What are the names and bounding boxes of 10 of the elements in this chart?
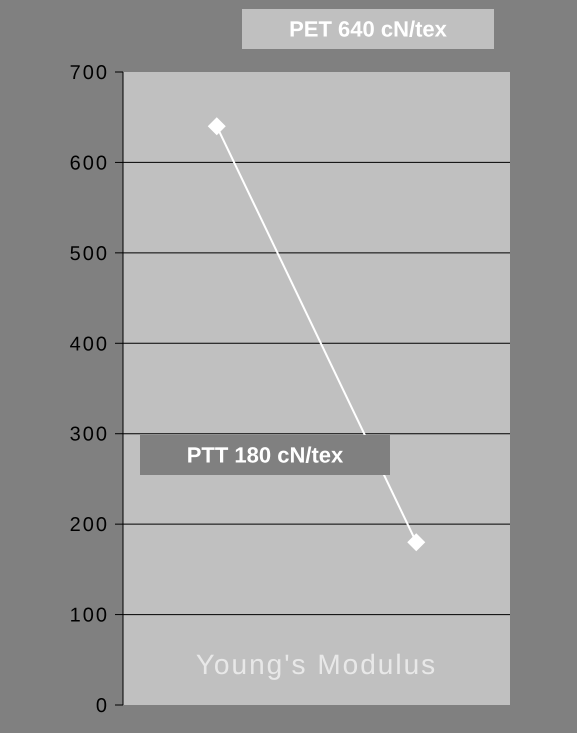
annotation: PTT 180 cN/tex xyxy=(186,442,344,468)
y-tick-label: 700 xyxy=(70,62,109,84)
text: PET 640 cN/tex xyxy=(289,16,448,42)
y-tick-label: 200 xyxy=(70,514,109,536)
y-tick-label: 0 xyxy=(96,695,109,717)
y-tick-label: 100 xyxy=(70,604,109,627)
y-tick-label: 500 xyxy=(70,242,109,265)
y-tick-label: 400 xyxy=(70,333,109,356)
y-tick-label: 600 xyxy=(70,152,109,174)
y-tick-label: 300 xyxy=(70,424,109,446)
